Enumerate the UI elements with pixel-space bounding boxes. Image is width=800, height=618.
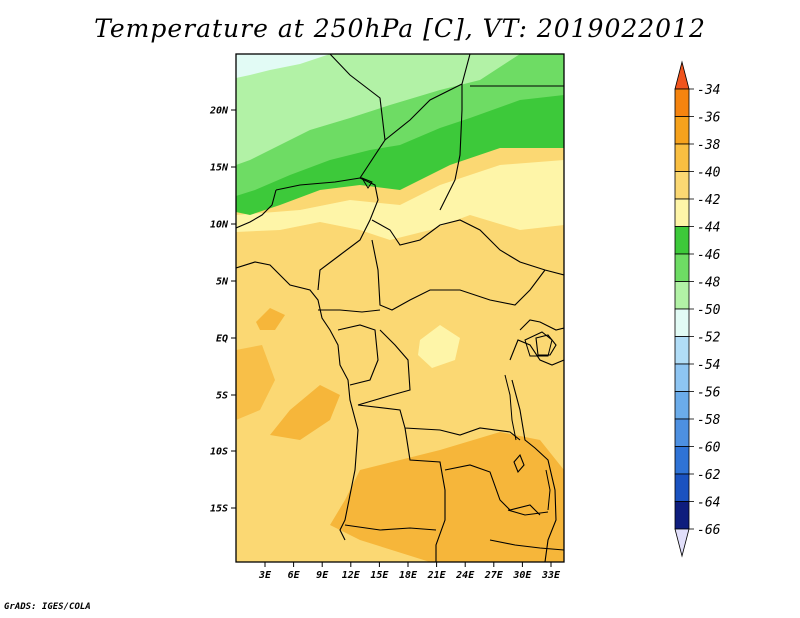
colorbar-cell xyxy=(674,88,690,117)
lon-tick-label: 6E xyxy=(288,570,301,581)
colorbar-cell xyxy=(674,501,690,530)
colorbar-cell xyxy=(674,171,690,200)
colorbar-cell xyxy=(674,473,690,502)
lat-tick-label: 10S xyxy=(210,447,228,458)
lat-tick-label: 5S xyxy=(216,391,228,402)
colorbar-cell xyxy=(674,253,690,282)
colorbar-label: -46 xyxy=(697,248,721,263)
lon-tick-label: 21E xyxy=(427,570,447,581)
colorbar-cell xyxy=(674,418,690,447)
longitude-axis: 3E 6E 9E 12E 15E 18E 21E 24E 27E 30E 33E xyxy=(258,562,561,581)
colorbar-label: -64 xyxy=(697,496,720,511)
lon-tick-label: 3E xyxy=(258,570,272,581)
colorbar-cell xyxy=(674,336,690,365)
colorbar-label: -48 xyxy=(697,276,721,291)
colorbar-cell xyxy=(674,198,690,227)
colorbar-top-arrow xyxy=(674,60,690,90)
colorbar-label: -38 xyxy=(697,138,721,153)
band-minus42-congo xyxy=(418,325,460,368)
colorbar-label: -36 xyxy=(697,111,721,126)
latitude-axis: 20N 15N 10N 5N EQ 5S 10S 15S xyxy=(209,106,236,515)
lon-tick-label: 9E xyxy=(316,570,329,581)
colorbar-cell xyxy=(674,391,690,420)
colorbar-label: -52 xyxy=(697,331,721,346)
colorbar-label: -60 xyxy=(697,441,721,456)
lon-tick-label: 30E xyxy=(512,570,532,581)
colorbar-cell xyxy=(674,116,690,145)
lat-tick-label: 10N xyxy=(210,220,229,231)
colorbar-label: -58 xyxy=(697,413,721,428)
band-minus38-patch-c xyxy=(236,345,275,420)
band-minus48 xyxy=(236,54,520,165)
colorbar-cell xyxy=(674,308,690,337)
colorbar-bottom-arrow xyxy=(674,528,690,558)
colorbar-cell xyxy=(674,226,690,255)
lat-tick-label: EQ xyxy=(216,334,228,345)
colorbar-label: -40 xyxy=(697,166,721,181)
colorbar-cell xyxy=(674,143,690,172)
lon-tick-label: 33E xyxy=(541,570,561,581)
country-borders xyxy=(236,54,564,562)
lat-tick-label: 15N xyxy=(210,163,229,174)
lon-tick-label: 24E xyxy=(455,570,475,581)
lakes xyxy=(360,176,553,511)
colorbar-label: -54 xyxy=(697,358,720,373)
lon-tick-label: 15E xyxy=(370,570,389,581)
band-minus50 xyxy=(236,54,330,78)
colorbar-cell xyxy=(674,363,690,392)
lat-tick-label: 15S xyxy=(210,504,228,515)
colorbar-label: -50 xyxy=(697,303,721,318)
map-title: Temperature at 250hPa [C], VT: 201902201… xyxy=(94,14,706,43)
colorbar-label: -56 xyxy=(697,386,721,401)
credit-text: GrADS: IGES/COLA xyxy=(4,602,91,612)
band-minus38-patch-b xyxy=(256,308,285,330)
colorbar-label: -42 xyxy=(697,193,721,208)
colorbar-label: -66 xyxy=(697,523,721,538)
colorbar-cell xyxy=(674,446,690,475)
map-frame xyxy=(235,53,565,563)
band-minus38-patch-a xyxy=(270,385,340,440)
lon-tick-label: 12E xyxy=(342,570,361,581)
lat-tick-label: 20N xyxy=(209,106,229,117)
temperature-field xyxy=(236,54,564,562)
colorbar-label: -34 xyxy=(697,83,720,98)
band-minus42 xyxy=(236,160,564,240)
lon-tick-label: 27E xyxy=(484,570,504,581)
colorbar: -34 -36 -38 -40 -42 -44 -46 -48 -50 -52 -54 -56 -58 -… xyxy=(674,60,721,558)
colorbar-label: -62 xyxy=(697,468,721,483)
lon-tick-label: 18E xyxy=(399,570,418,581)
lat-tick-label: 5N xyxy=(216,277,229,288)
colorbar-cell xyxy=(674,281,690,310)
colorbar-label: -44 xyxy=(697,221,720,236)
